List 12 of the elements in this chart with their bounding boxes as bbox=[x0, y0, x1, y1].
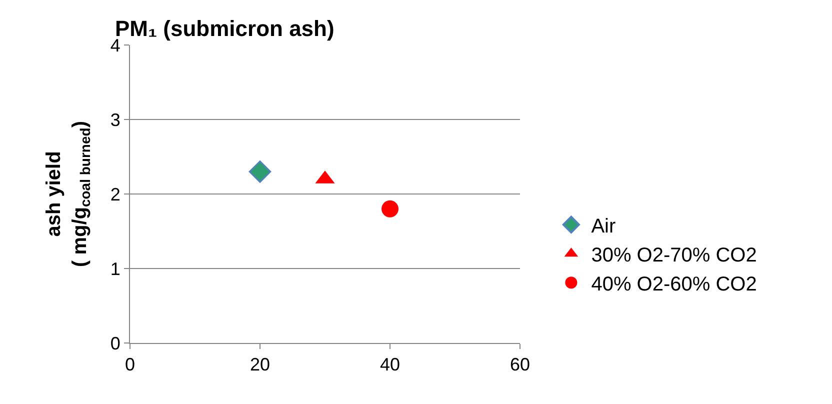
x-tick-label: 60 bbox=[510, 354, 530, 375]
y-tick-label: 0 bbox=[110, 333, 120, 354]
x-tick-label: 20 bbox=[250, 354, 270, 375]
x-tick-label: 40 bbox=[380, 354, 400, 375]
y-tick-label: 3 bbox=[110, 110, 120, 130]
y-tick-label: 4 bbox=[110, 35, 120, 56]
x-tick-label: 0 bbox=[124, 354, 136, 375]
y-tick-label: 1 bbox=[110, 258, 120, 279]
legend-label: 40% O2-60% CO2 bbox=[591, 273, 757, 296]
y-tick-label: 2 bbox=[110, 184, 120, 204]
legend-label: 30% O2-70% CO2 bbox=[591, 244, 757, 266]
legend-label: Air bbox=[591, 215, 616, 238]
